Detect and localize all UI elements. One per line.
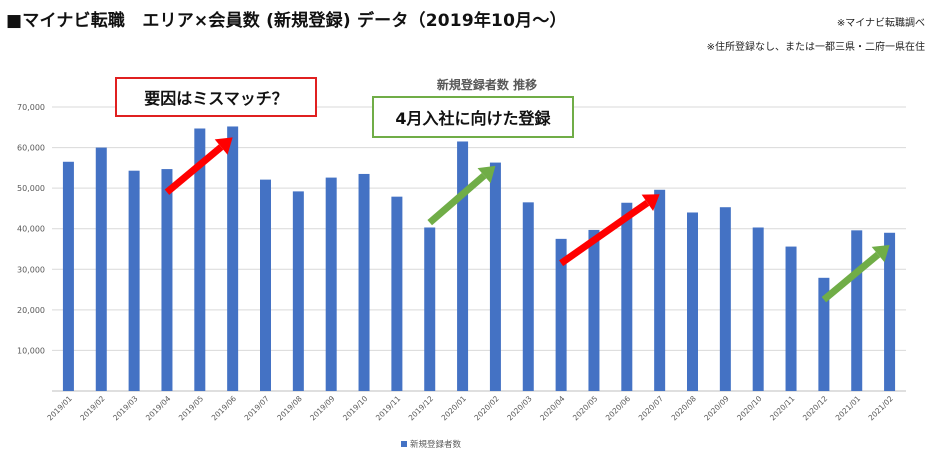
x-tick-label: 2019/01	[45, 394, 74, 423]
scope-note: ※住所登録なし、または一都三県・二府一県在住	[706, 42, 925, 53]
x-tick-label: 2019/06	[210, 394, 239, 423]
bar	[95, 147, 107, 391]
x-tick-label: 2020/05	[571, 394, 600, 423]
x-tick-label: 2019/10	[341, 394, 370, 423]
x-tick-label: 2019/08	[275, 394, 304, 423]
red-trend-arrow-shaft	[164, 144, 224, 195]
bar	[621, 202, 633, 391]
x-tick-label: 2019/02	[78, 394, 107, 423]
y-tick-label: 40,000	[17, 225, 45, 234]
bar	[752, 227, 764, 391]
y-tick-label: 20,000	[17, 306, 45, 315]
bar	[884, 232, 896, 391]
bar	[358, 173, 370, 391]
bar	[260, 179, 271, 391]
bar	[457, 141, 469, 391]
x-tick-label: 2020/11	[768, 394, 797, 423]
x-tick-label: 2021/02	[867, 394, 896, 423]
april-hiring-callout: 4月入社に向けた登録	[372, 96, 574, 138]
bar	[62, 161, 74, 391]
x-tick-label: 2020/10	[735, 394, 764, 423]
bar	[654, 189, 666, 391]
green-trend-arrow-head	[477, 165, 496, 184]
x-tick-label: 2020/08	[670, 394, 699, 423]
green-trend-arrow-shaft	[427, 172, 487, 226]
x-tick-label: 2020/12	[801, 394, 830, 423]
red-trend-arrow-head	[214, 137, 233, 155]
legend-label: 新規登録者数	[410, 439, 462, 450]
x-tick-label: 2020/01	[440, 394, 469, 423]
green-trend-arrow-head	[871, 244, 890, 263]
bar	[818, 277, 830, 391]
x-tick-label: 2019/05	[177, 394, 206, 423]
bar	[128, 170, 140, 391]
chart-title: 新規登録者数 推移	[437, 77, 537, 92]
bar	[194, 128, 206, 391]
bar	[588, 229, 600, 391]
x-tick-label: 2019/07	[243, 394, 272, 423]
mismatch-callout: 要因はミスマッチ？	[115, 77, 317, 117]
bar	[687, 212, 698, 391]
source-note: ※マイナビ転職調べ	[836, 18, 925, 29]
bar	[292, 191, 304, 391]
x-tick-label: 2020/04	[538, 394, 567, 423]
x-tick-label: 2019/03	[111, 394, 140, 423]
y-tick-label: 70,000	[17, 103, 45, 112]
green-trend-arrow-shaft	[821, 251, 881, 303]
x-tick-label: 2019/04	[144, 394, 173, 423]
page-title: ■マイナビ転職 エリア×会員数 (新規登録) データ（2019年10月～）	[6, 11, 567, 31]
bar	[161, 169, 173, 391]
x-tick-label: 2020/06	[604, 394, 633, 423]
bar	[851, 230, 863, 391]
bar	[325, 177, 337, 391]
bar	[227, 126, 239, 391]
x-tick-label: 2020/09	[702, 394, 731, 423]
bar	[719, 207, 731, 391]
red-trend-arrow-head	[641, 194, 660, 212]
bar	[424, 227, 436, 391]
x-tick-label: 2020/02	[472, 394, 501, 423]
bar	[522, 202, 534, 391]
x-tick-label: 2020/03	[505, 394, 534, 423]
bar	[391, 196, 403, 391]
y-tick-label: 60,000	[17, 144, 45, 153]
red-trend-arrow-shaft	[559, 199, 650, 267]
y-tick-label: 10,000	[17, 346, 45, 355]
x-tick-label: 2019/12	[407, 394, 436, 423]
x-tick-label: 2019/09	[308, 394, 337, 423]
bar	[489, 162, 501, 391]
x-tick-label: 2020/07	[637, 394, 666, 423]
y-tick-label: 50,000	[17, 184, 45, 193]
legend-swatch	[401, 441, 407, 447]
x-tick-label: 2021/01	[834, 394, 863, 423]
bar	[555, 238, 567, 391]
y-tick-label: 30,000	[17, 265, 45, 274]
bar	[785, 246, 797, 391]
x-tick-label: 2019/11	[374, 394, 403, 423]
